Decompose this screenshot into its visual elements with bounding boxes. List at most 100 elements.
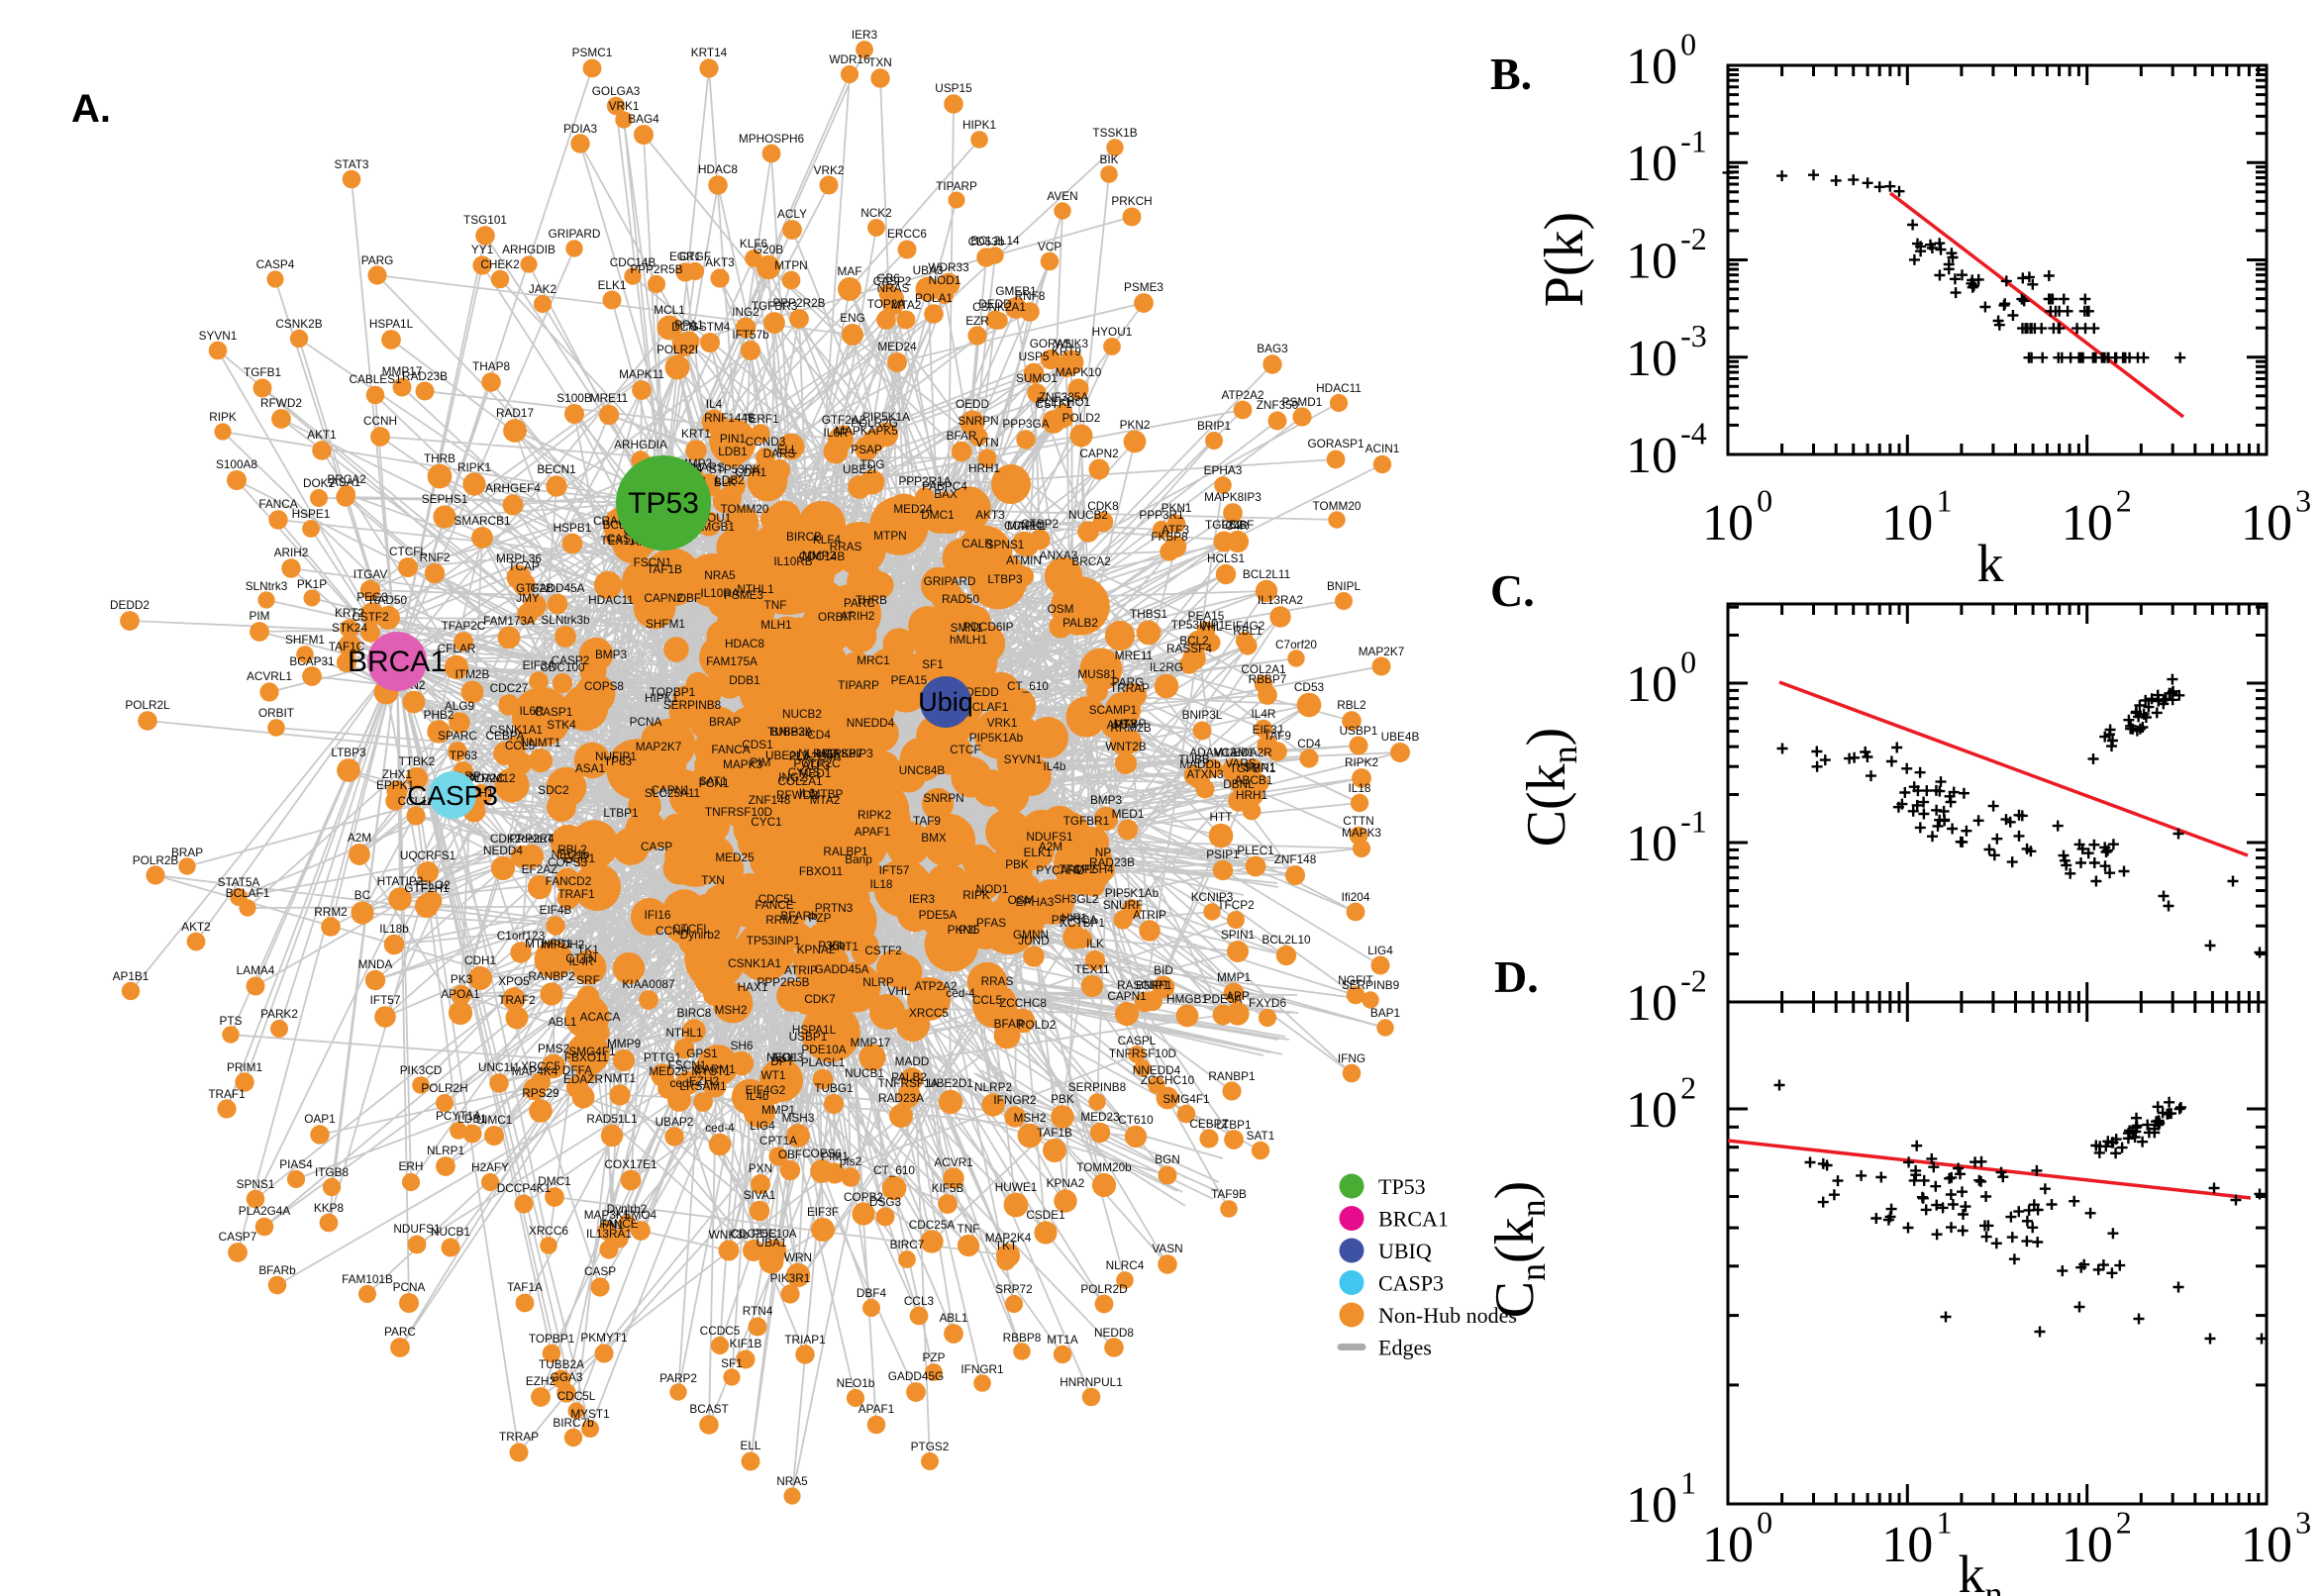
svg-text:STAT5A: STAT5A — [218, 875, 260, 889]
svg-text:ATF3: ATF3 — [802, 758, 830, 772]
svg-text:FCN1: FCN1 — [699, 776, 730, 790]
svg-text:EIF4B: EIF4B — [540, 903, 572, 917]
svg-text:NDUFS1: NDUFS1 — [1026, 830, 1072, 844]
svg-text:CT610: CT610 — [1118, 1113, 1154, 1127]
svg-text:10: 10 — [1626, 331, 1677, 387]
svg-text:SNRPN: SNRPN — [923, 791, 963, 805]
svg-text:PYCARD: PYCARD — [1036, 863, 1084, 877]
svg-text:P(k): P(k) — [1534, 212, 1595, 307]
svg-text:PARP2: PARP2 — [659, 1371, 697, 1385]
svg-text:IL6: IL6 — [799, 786, 816, 800]
svg-text:ced: ced — [669, 1076, 688, 1090]
svg-text:TK1: TK1 — [577, 943, 599, 956]
svg-text:COPS6: COPS6 — [802, 1147, 842, 1160]
svg-text:POLR2H: POLR2H — [421, 1081, 467, 1095]
svg-text:RTN4: RTN4 — [743, 1304, 773, 1318]
svg-text:CSDE1: CSDE1 — [1026, 1208, 1064, 1222]
svg-text:S100B: S100B — [556, 391, 592, 405]
svg-text:TGFB2: TGFB2 — [1205, 518, 1243, 532]
svg-text:COL2A1: COL2A1 — [777, 774, 822, 788]
svg-text:NCK2: NCK2 — [860, 206, 891, 220]
svg-text:MYST1: MYST1 — [691, 1064, 730, 1078]
svg-text:POLR2I: POLR2I — [656, 343, 698, 356]
svg-text:VARS: VARS — [1225, 756, 1256, 770]
svg-text:POLA1: POLA1 — [915, 291, 953, 305]
svg-text:TOMM20b: TOMM20b — [1076, 1160, 1132, 1174]
svg-text:NLRC4: NLRC4 — [1106, 1258, 1145, 1272]
svg-text:HUWE1: HUWE1 — [995, 1180, 1038, 1194]
svg-text:MAPK8IP3: MAPK8IP3 — [1204, 490, 1262, 504]
svg-text:USP15: USP15 — [935, 81, 972, 95]
svg-text:10: 10 — [1702, 495, 1754, 551]
svg-text:EIF3J: EIF3J — [1253, 723, 1283, 737]
svg-text:ABL1: ABL1 — [549, 1015, 577, 1029]
svg-text:FXYD6: FXYD6 — [1249, 996, 1286, 1010]
svg-text:-2: -2 — [1680, 962, 1707, 998]
svg-text:RALBP1: RALBP1 — [823, 845, 867, 858]
svg-text:NP: NP — [1095, 846, 1112, 859]
svg-text:COPB2: COPB2 — [844, 1190, 883, 1204]
svg-text:TAF1A: TAF1A — [507, 1280, 543, 1294]
svg-text:BIRCB: BIRCB — [786, 530, 822, 544]
svg-text:HIP1: HIP1 — [1061, 911, 1087, 925]
svg-text:NEDD8: NEDD8 — [1094, 1326, 1134, 1340]
svg-text:CCNE1: CCNE1 — [1004, 519, 1044, 533]
svg-text:OEDD: OEDD — [956, 397, 989, 411]
svg-text:MADD: MADD — [895, 1054, 930, 1068]
svg-text:PBK: PBK — [1051, 1092, 1074, 1106]
svg-text:IL4: IL4 — [706, 397, 723, 411]
svg-text:BAG4: BAG4 — [628, 112, 659, 126]
svg-text:ABL1: ABL1 — [940, 1311, 968, 1325]
svg-text:IFI16: IFI16 — [645, 908, 671, 922]
svg-text:ATRIP: ATRIP — [1133, 908, 1166, 922]
svg-text:CDK7: CDK7 — [804, 992, 835, 1006]
svg-text:MMP2: MMP2 — [802, 549, 836, 562]
svg-text:OBF: OBF — [778, 1147, 802, 1161]
svg-text:ACVRL1: ACVRL1 — [247, 669, 292, 683]
svg-text:APAF1: APAF1 — [858, 1402, 895, 1416]
svg-text:IFT57: IFT57 — [370, 993, 401, 1007]
svg-text:CDK8: CDK8 — [1087, 499, 1119, 513]
svg-text:PDE5A: PDE5A — [919, 908, 958, 922]
svg-text:PALB2: PALB2 — [891, 1070, 927, 1084]
svg-text:KRT1: KRT1 — [681, 427, 711, 441]
svg-text:CAPN1: CAPN1 — [1107, 989, 1146, 1003]
svg-text:PIP5K1A: PIP5K1A — [862, 410, 910, 424]
svg-text:RAD50: RAD50 — [942, 592, 979, 606]
svg-text:PSMC1: PSMC1 — [572, 46, 613, 59]
svg-text:NLRP2: NLRP2 — [974, 1080, 1012, 1094]
svg-text:USBP1: USBP1 — [789, 1030, 828, 1044]
svg-text:PARC: PARC — [844, 596, 875, 610]
svg-text:DCCP4K1: DCCP4K1 — [497, 1181, 551, 1195]
svg-text:1: 1 — [1937, 482, 1953, 518]
svg-text:TEX11: TEX11 — [600, 534, 635, 548]
svg-text:Banp: Banp — [845, 852, 872, 866]
svg-text:UBA3: UBA3 — [913, 263, 944, 277]
svg-text:CCL5: CCL5 — [505, 739, 536, 752]
svg-text:PPP2R4: PPP2R4 — [509, 832, 555, 846]
svg-text:10: 10 — [2241, 1517, 2292, 1573]
svg-text:PABPC4: PABPC4 — [922, 479, 967, 493]
svg-text:3: 3 — [2295, 482, 2311, 518]
svg-text:ARIH2: ARIH2 — [274, 546, 309, 559]
svg-text:COPS8: COPS8 — [584, 679, 624, 693]
svg-text:FAM101B: FAM101B — [342, 1272, 393, 1286]
svg-text:BNIP1: BNIP1 — [1136, 978, 1169, 992]
svg-text:BFARb: BFARb — [780, 909, 818, 923]
svg-text:CALR: CALR — [961, 537, 992, 550]
svg-text:BIRC8: BIRC8 — [677, 1006, 712, 1020]
svg-text:BIRC7b: BIRC7b — [553, 1416, 594, 1430]
svg-text:EZH2: EZH2 — [689, 1074, 719, 1088]
svg-text:SPNS1: SPNS1 — [237, 1177, 275, 1191]
svg-text:CD4: CD4 — [807, 728, 831, 742]
svg-text:HCLS1: HCLS1 — [1207, 551, 1245, 565]
svg-text:SERPINB8: SERPINB8 — [1068, 1080, 1127, 1094]
svg-text:10: 10 — [1626, 656, 1677, 713]
svg-text:C7orf20: C7orf20 — [1275, 638, 1317, 651]
svg-text:P35: P35 — [960, 923, 980, 937]
svg-text:HIPK1: HIPK1 — [962, 118, 996, 132]
svg-text:UNC84B: UNC84B — [899, 763, 946, 777]
svg-text:TRRAP: TRRAP — [1110, 681, 1150, 695]
svg-text:UBA1: UBA1 — [757, 1236, 787, 1249]
svg-text:KRT2: KRT2 — [335, 606, 364, 620]
